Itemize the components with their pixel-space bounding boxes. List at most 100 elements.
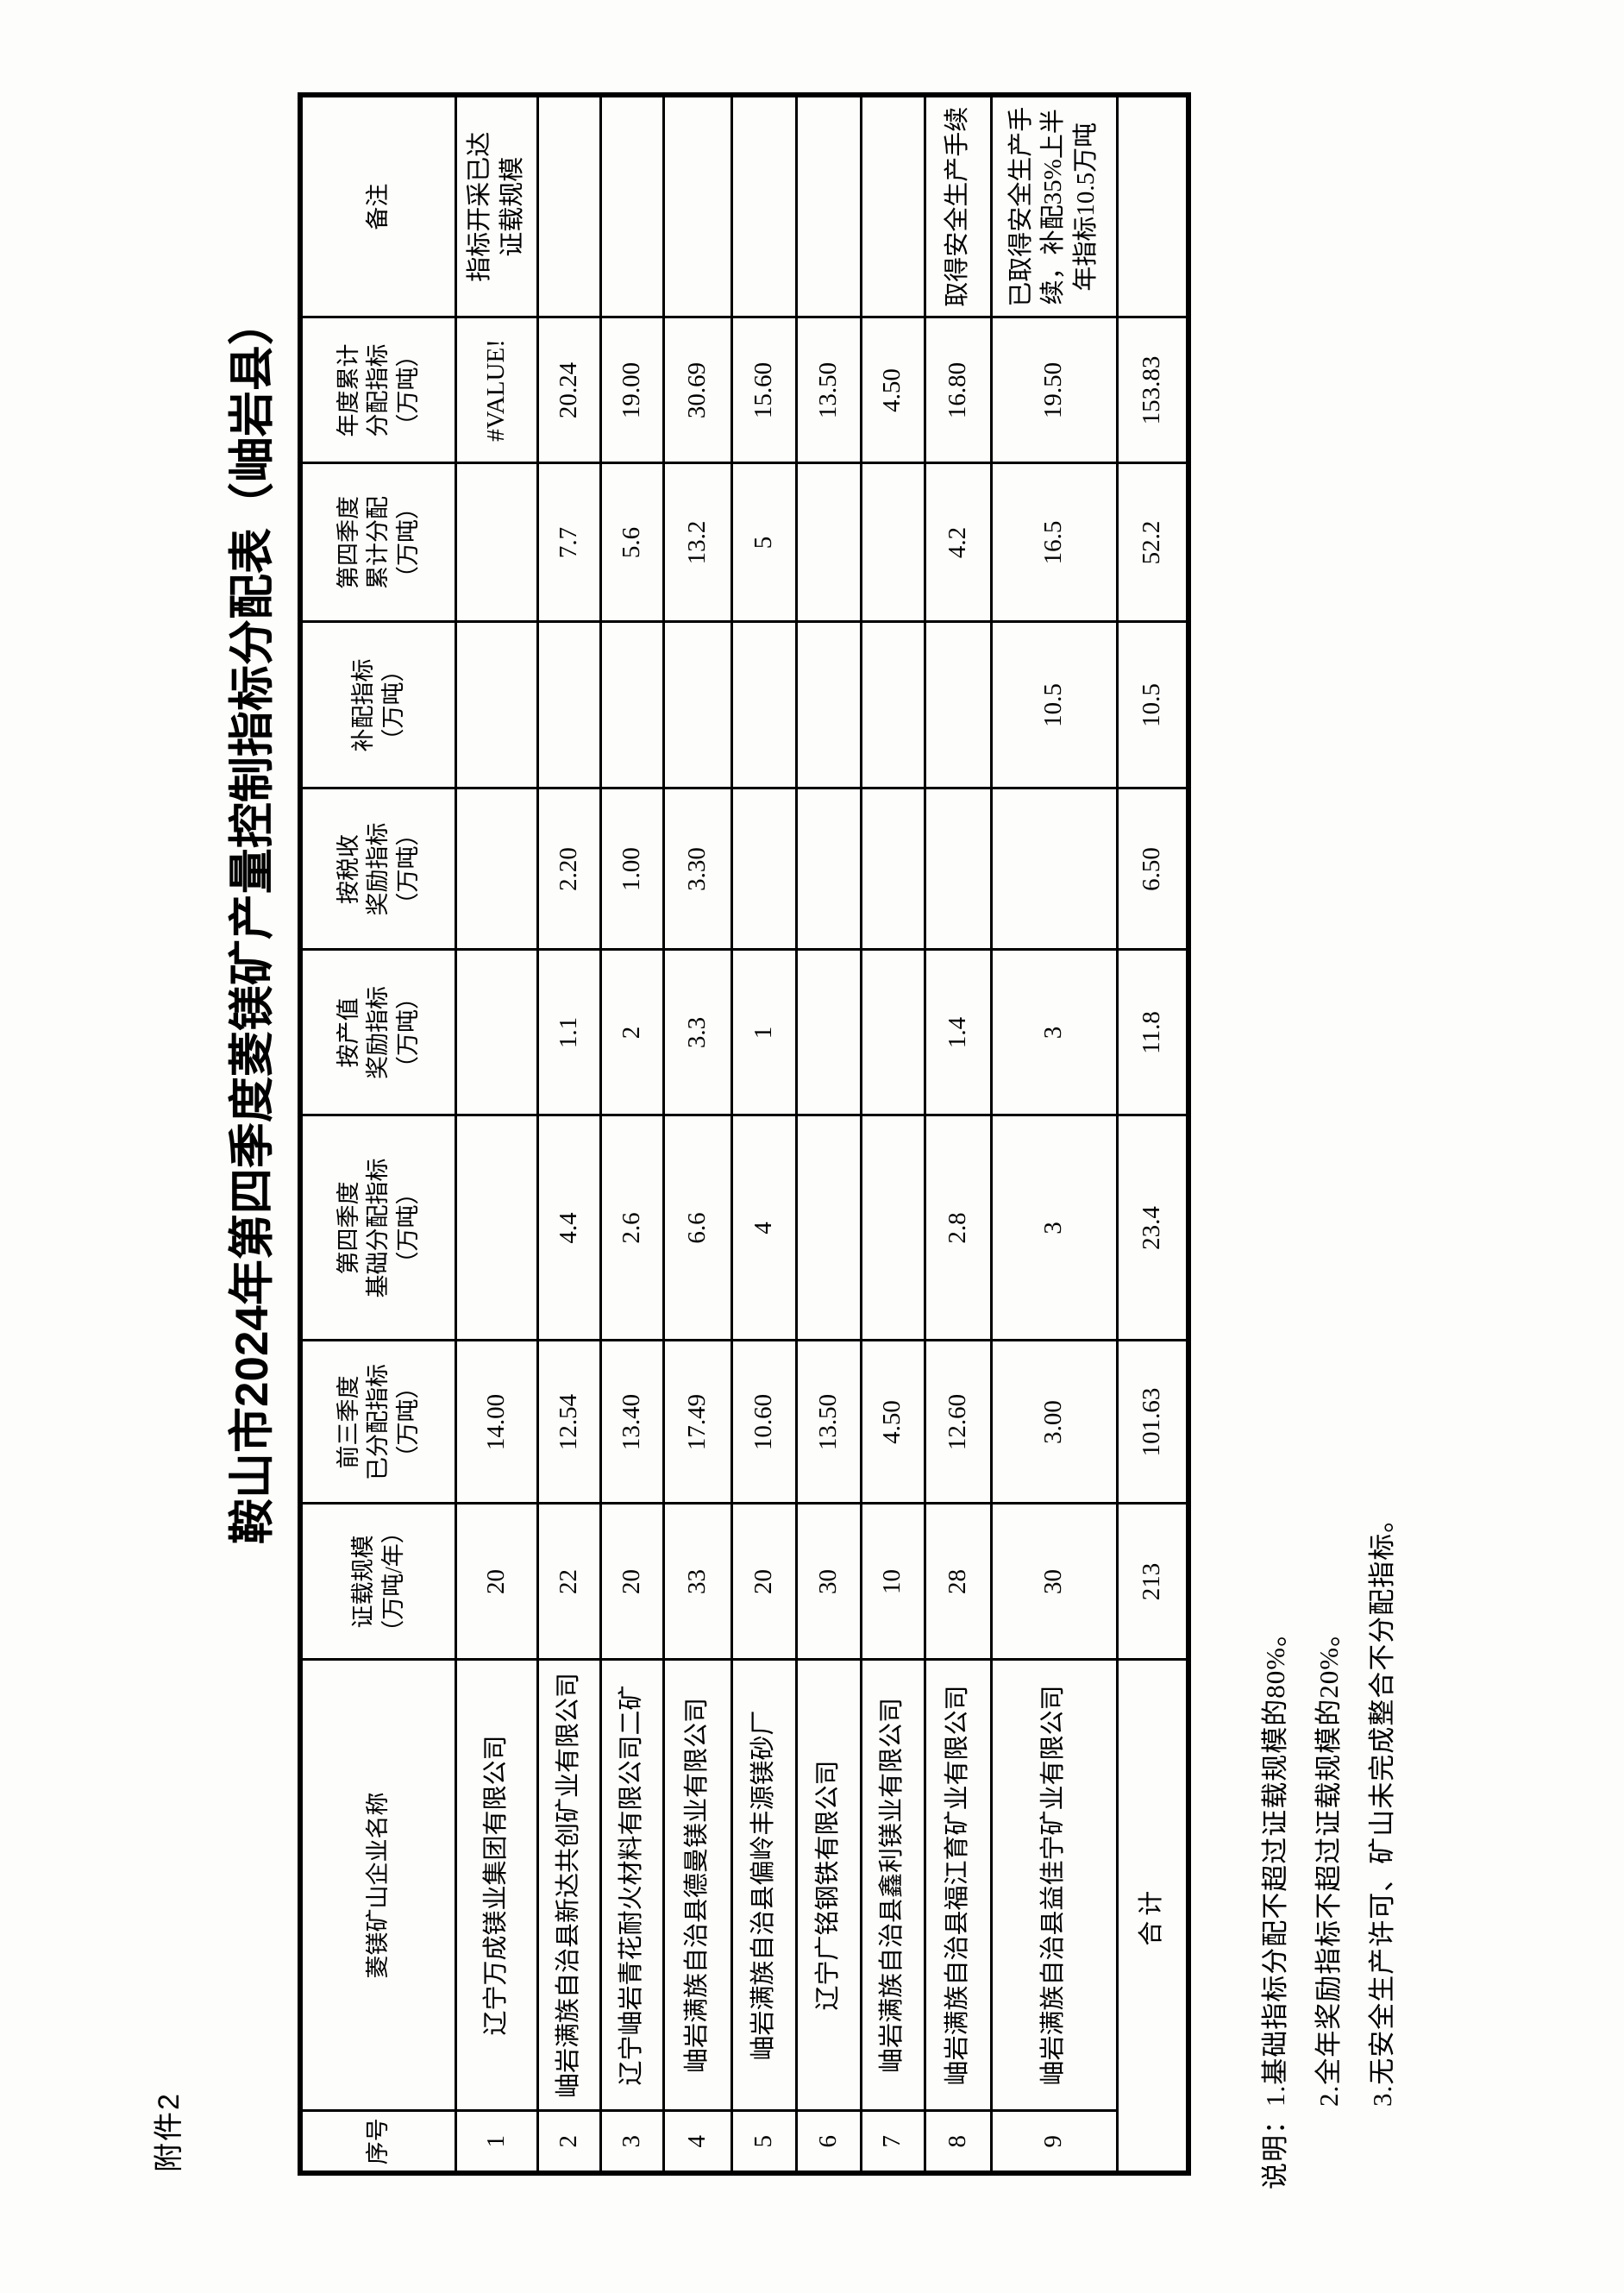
table-cell-r1-c7 xyxy=(455,622,537,788)
table-cell-r8-c8: 4.2 xyxy=(925,463,991,622)
table-cell-r2-c1: 岫岩满族自治县新达共创矿业有限公司 xyxy=(537,1660,600,2111)
table-cell-r7-c6 xyxy=(861,788,925,950)
table-cell-r6-c2: 30 xyxy=(796,1504,861,1660)
table-cell-r6-c4 xyxy=(796,1115,861,1341)
table-cell-r8-c0: 8 xyxy=(925,2111,991,2173)
table-cell-r6-c8 xyxy=(796,463,861,622)
table-cell-r3-c0: 3 xyxy=(600,2111,663,2173)
table-cell-r3-c9: 19.00 xyxy=(600,317,663,463)
table-cell-r6-c3: 13.50 xyxy=(796,1341,861,1504)
table-cell-r1-c9: #VALUE! xyxy=(455,317,537,463)
table-cell-r1-c4 xyxy=(455,1115,537,1341)
table-cell-r5-c4: 4 xyxy=(731,1115,796,1341)
table-cell-r3-c8: 5.6 xyxy=(600,463,663,622)
table-header-cell-3: 前三季度 已分配指标 （万吨） xyxy=(300,1341,455,1504)
table-cell-r5-c6 xyxy=(731,788,796,950)
table-cell-r7-c1: 岫岩满族自治县鑫利镁业有限公司 xyxy=(861,1660,925,2111)
total-cell-c8 xyxy=(1117,95,1188,317)
table-cell-r4-c3: 17.49 xyxy=(663,1341,731,1504)
note-line: 2.全年奖励指标不超过证载规模的20%。 xyxy=(1314,1618,1344,2107)
table-cell-r4-c8: 13.2 xyxy=(663,463,731,622)
table-cell-r7-c7 xyxy=(861,622,925,788)
table-header-cell-5: 按产值 奖励指标 （万吨） xyxy=(300,950,455,1115)
table-row: 9 岫岩满族自治县益佳宁矿业有限公司 30 3.00 3 3 10.5 16.5 19.50 已取… xyxy=(991,95,1117,2173)
table-header-cell-2: 证载规模 （万吨/年） xyxy=(300,1504,455,1660)
table-cell-r4-c2: 33 xyxy=(663,1504,731,1660)
table-cell-r8-c4: 2.8 xyxy=(925,1115,991,1341)
table-cell-r2-c8: 7.7 xyxy=(537,463,600,622)
table-cell-r9-c5: 3 xyxy=(991,950,1117,1115)
table-cell-r8-c6 xyxy=(925,788,991,950)
table-cell-r3-c2: 20 xyxy=(600,1504,663,1660)
table-cell-r6-c7 xyxy=(796,622,861,788)
table-row: 2 岫岩满族自治县新达共创矿业有限公司 22 12.54 4.4 1.1 2.20 7.7 20… xyxy=(537,95,600,2173)
table-cell-r2-c6: 2.20 xyxy=(537,788,600,950)
table-cell-r7-c0: 7 xyxy=(861,2111,925,2173)
table-header-cell-8: 第四季度 累计分配 （万吨） xyxy=(300,463,455,622)
table-cell-r9-c7: 10.5 xyxy=(991,622,1117,788)
table-header-cell-0: 序号 xyxy=(300,2111,455,2173)
table-cell-r3-c6: 1.00 xyxy=(600,788,663,950)
table-row: 6 辽宁广铭钢铁有限公司 30 13.50 13.50 xyxy=(796,95,861,2173)
table-cell-r7-c5 xyxy=(861,950,925,1115)
table-cell-r4-c5: 3.3 xyxy=(663,950,731,1115)
table-cell-r2-c7 xyxy=(537,622,600,788)
table-cell-r5-c8: 5 xyxy=(731,463,796,622)
page-title: 鞍山市2024年第四季度菱镁矿产量控制指标分配表（岫岩县） xyxy=(227,299,278,1544)
table-header-cell-10: 备注 xyxy=(300,95,455,317)
table-header-row: 序号 菱镁矿山企业名称 证载规模 （万吨/年） 前三季度 已分配指标 （万吨） 第四季度… xyxy=(300,95,455,2173)
table-cell-r5-c10 xyxy=(731,95,796,317)
table-cell-r7-c3: 4.50 xyxy=(861,1341,925,1504)
table-cell-r5-c3: 10.60 xyxy=(731,1341,796,1504)
table-cell-r6-c5 xyxy=(796,950,861,1115)
table-cell-r6-c9: 13.50 xyxy=(796,317,861,463)
table-cell-r6-c1: 辽宁广铭钢铁有限公司 xyxy=(796,1660,861,2111)
table-cell-r7-c9: 4.50 xyxy=(861,317,925,463)
total-cell-c4: 6.50 xyxy=(1117,788,1188,950)
table-cell-r8-c3: 12.60 xyxy=(925,1341,991,1504)
table-cell-r3-c4: 2.6 xyxy=(600,1115,663,1341)
table-cell-r1-c0: 1 xyxy=(455,2111,537,2173)
table-cell-r5-c0: 5 xyxy=(731,2111,796,2173)
table-cell-r3-c3: 13.40 xyxy=(600,1341,663,1504)
total-label: 合计 xyxy=(1117,1660,1188,2173)
total-cell-c5: 10.5 xyxy=(1117,622,1188,788)
table-cell-r5-c5: 1 xyxy=(731,950,796,1115)
table-cell-r9-c6 xyxy=(991,788,1117,950)
table-header-cell-7: 补配指标 （万吨） xyxy=(300,622,455,788)
table-cell-r6-c0: 6 xyxy=(796,2111,861,2173)
table-cell-r1-c6 xyxy=(455,788,537,950)
table-cell-r4-c1: 岫岩满族自治县德曼镁业有限公司 xyxy=(663,1660,731,2111)
table-cell-r9-c0: 9 xyxy=(991,2111,1117,2173)
table-cell-r1-c3: 14.00 xyxy=(455,1341,537,1504)
table-cell-r1-c1: 辽宁万成镁业集团有限公司 xyxy=(455,1660,537,2111)
table-cell-r9-c3: 3.00 xyxy=(991,1341,1117,1504)
table-cell-r7-c4 xyxy=(861,1115,925,1341)
table-cell-r9-c10: 已取得安全生产手 续，补配35%上半 年指标10.5万吨 xyxy=(991,95,1117,317)
table-cell-r8-c9: 16.80 xyxy=(925,317,991,463)
table-cell-r7-c8 xyxy=(861,463,925,622)
table-cell-r6-c10 xyxy=(796,95,861,317)
table-cell-r2-c2: 22 xyxy=(537,1504,600,1660)
table-cell-r2-c3: 12.54 xyxy=(537,1341,600,1504)
table-cell-r8-c10: 取得安全生产手续 xyxy=(925,95,991,317)
table-cell-r9-c1: 岫岩满族自治县益佳宁矿业有限公司 xyxy=(991,1660,1117,2111)
table-cell-r8-c7 xyxy=(925,622,991,788)
total-cell-c3: 11.8 xyxy=(1117,950,1188,1115)
table-cell-r3-c5: 2 xyxy=(600,950,663,1115)
notes-block: 说明：1.基础指标分配不超过证载规模的80%。 2.全年奖励指标不超过证载规模的2… xyxy=(1249,1505,1409,2189)
table-cell-r6-c6 xyxy=(796,788,861,950)
total-cell-c7: 153.83 xyxy=(1117,317,1188,463)
table-cell-r4-c10 xyxy=(663,95,731,317)
table-cell-r9-c4: 3 xyxy=(991,1115,1117,1341)
table-cell-r8-c2: 28 xyxy=(925,1504,991,1660)
quota-table: 序号 菱镁矿山企业名称 证载规模 （万吨/年） 前三季度 已分配指标 （万吨） 第四季度… xyxy=(298,92,1191,2176)
total-cell-c2: 23.4 xyxy=(1117,1115,1188,1341)
table-cell-r2-c4: 4.4 xyxy=(537,1115,600,1341)
table-row: 8 岫岩满族自治县福江育矿业有限公司 28 12.60 2.8 1.4 4.2 16.80 取得… xyxy=(925,95,991,2173)
table-cell-r3-c1: 辽宁岫岩青花耐火材料有限公司二矿 xyxy=(600,1660,663,2111)
table-cell-r7-c10 xyxy=(861,95,925,317)
table-cell-r5-c7 xyxy=(731,622,796,788)
